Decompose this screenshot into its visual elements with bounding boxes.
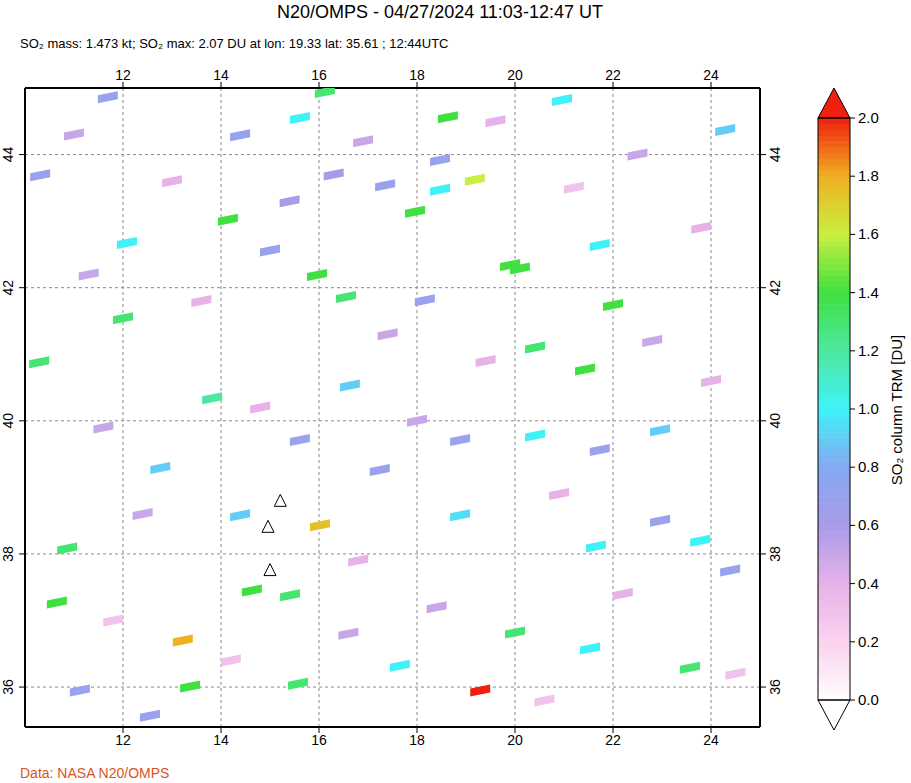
svg-text:0.0: 0.0 — [858, 691, 879, 708]
svg-text:0.2: 0.2 — [858, 633, 879, 650]
svg-text:1.2: 1.2 — [858, 342, 879, 359]
svg-text:1.6: 1.6 — [858, 225, 879, 242]
svg-text:N20/OMPS - 04/27/2024 11:03-12: N20/OMPS - 04/27/2024 11:03-12:47 UT — [277, 2, 603, 22]
svg-text:22: 22 — [605, 67, 621, 83]
svg-text:20: 20 — [507, 732, 523, 748]
svg-text:40: 40 — [767, 413, 783, 429]
svg-text:40: 40 — [8, 413, 16, 429]
svg-text:38: 38 — [8, 546, 16, 562]
svg-text:44: 44 — [767, 147, 783, 163]
svg-text:22: 22 — [605, 732, 621, 748]
svg-text:2.0: 2.0 — [858, 109, 879, 126]
svg-text:0.6: 0.6 — [858, 516, 879, 533]
svg-text:24: 24 — [703, 67, 719, 83]
svg-text:18: 18 — [409, 732, 425, 748]
svg-text:16: 16 — [311, 732, 327, 748]
svg-text:12: 12 — [115, 67, 131, 83]
svg-text:16: 16 — [311, 67, 327, 83]
svg-text:14: 14 — [213, 732, 229, 748]
svg-text:Data: NASA N20/OMPS: Data: NASA N20/OMPS — [20, 765, 169, 781]
svg-text:44: 44 — [8, 147, 16, 163]
svg-text:36: 36 — [8, 679, 16, 695]
svg-text:1.0: 1.0 — [858, 400, 879, 417]
svg-text:SO₂ column TRM [DU]: SO₂ column TRM [DU] — [888, 335, 903, 486]
svg-text:1.8: 1.8 — [858, 167, 879, 184]
svg-text:14: 14 — [213, 67, 229, 83]
svg-text:20: 20 — [507, 67, 523, 83]
svg-text:24: 24 — [703, 732, 719, 748]
svg-text:42: 42 — [8, 280, 16, 296]
svg-text:36: 36 — [767, 679, 783, 695]
svg-text:38: 38 — [767, 546, 783, 562]
svg-text:18: 18 — [409, 67, 425, 83]
svg-text:12: 12 — [115, 732, 131, 748]
svg-text:1.4: 1.4 — [858, 284, 879, 301]
svg-text:0.4: 0.4 — [858, 575, 879, 592]
svg-text:42: 42 — [767, 280, 783, 296]
svg-text:0.8: 0.8 — [858, 458, 879, 475]
svg-text:SO₂ mass: 1.473 kt; SO₂ max: 2: SO₂ mass: 1.473 kt; SO₂ max: 2.07 DU at … — [20, 36, 448, 51]
